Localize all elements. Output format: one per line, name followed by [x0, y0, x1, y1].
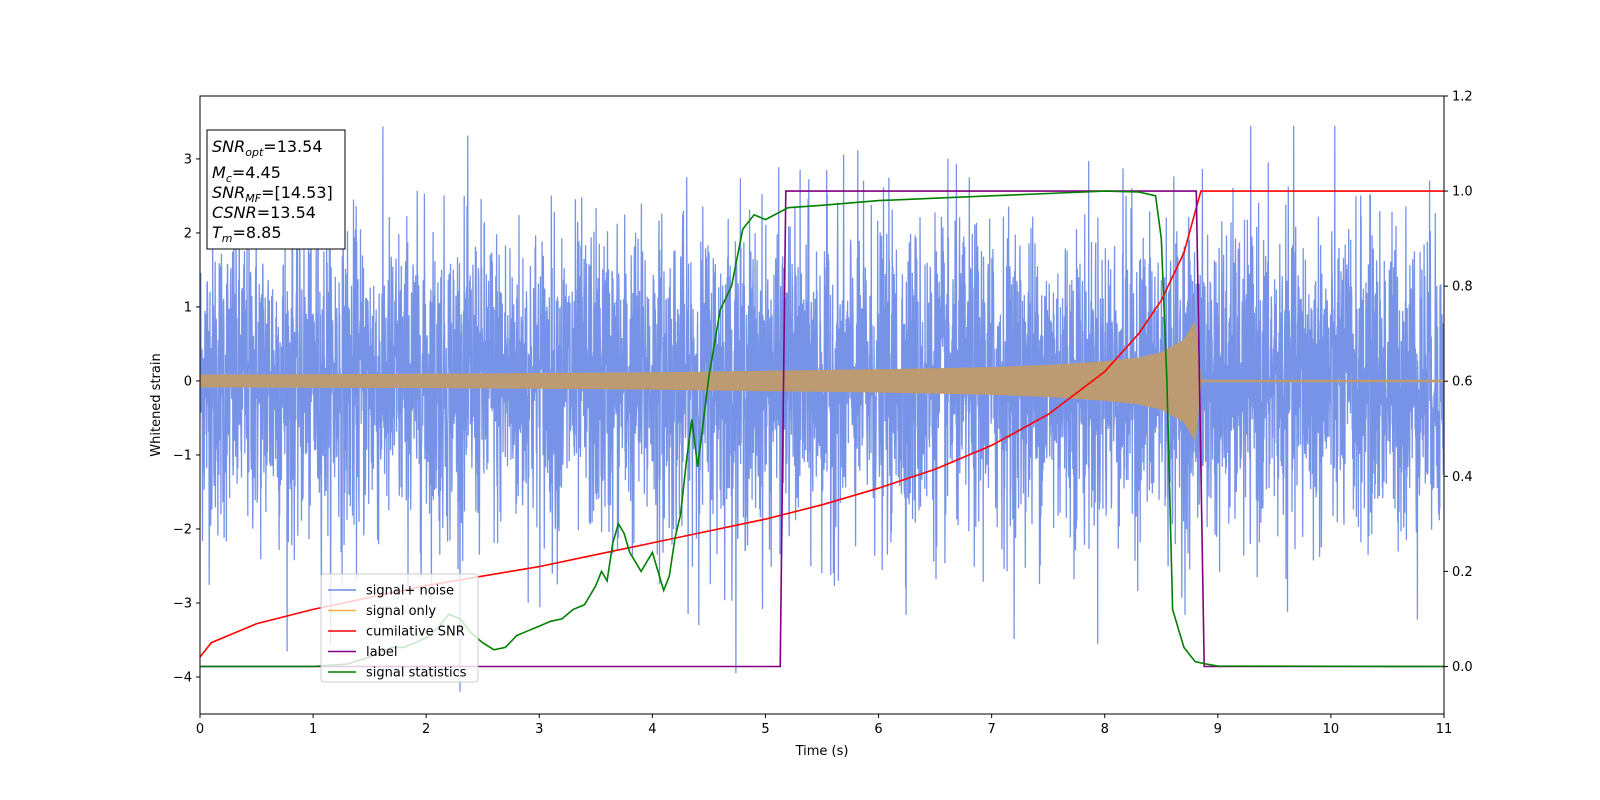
y-right-tick-label: 1.2 — [1452, 90, 1473, 105]
annotation-box: SNRopt=13.54 Mc=4.45 SNRMF=[14.53] CSNR=… — [206, 129, 346, 250]
y-right-tick-label: 0.6 — [1452, 375, 1473, 390]
x-tick-label: 9 — [1214, 722, 1222, 737]
y-right-tick-label: 0.8 — [1452, 280, 1473, 295]
y-left-tick-label: 3 — [184, 152, 192, 167]
y-left-tick-label: −3 — [173, 596, 192, 611]
x-tick-label: 7 — [987, 722, 995, 737]
y-right-tick-label: 0.2 — [1452, 565, 1473, 580]
x-tick-label: 2 — [422, 722, 430, 737]
annotation-snr-mf: SNRMF=[14.53] — [212, 183, 333, 205]
y-left-tick-label: 0 — [184, 374, 192, 389]
x-tick-label: 4 — [648, 722, 656, 737]
y-axis-right: 0.0 0.2 0.4 0.6 0.8 1.0 1.2 — [1444, 90, 1473, 675]
y-left-tick-label: −2 — [173, 522, 192, 537]
y-right-tick-label: 0.4 — [1452, 470, 1473, 485]
annotation-tm: Tm=8.85 — [212, 223, 282, 245]
plot-frame — [199, 95, 1445, 715]
y-right-tick-label: 1.0 — [1452, 185, 1473, 200]
x-tick-label: 11 — [1436, 722, 1453, 737]
x-tick-label: 10 — [1323, 722, 1340, 737]
y-axis-label: Whitened strain — [149, 353, 164, 456]
y-left-tick-label: 2 — [184, 226, 192, 241]
x-tick-label: 1 — [309, 722, 317, 737]
annotation-snr-opt: SNRopt=13.54 — [212, 137, 323, 159]
legend-label: cumilative SNR — [366, 625, 465, 640]
y-axis-left: −4 −3 −2 −1 0 1 2 3 — [173, 152, 200, 685]
y-left-tick-label: 1 — [184, 300, 192, 315]
legend-label: signal+ noise — [366, 584, 454, 599]
x-tick-label: 0 — [196, 722, 204, 737]
y-right-tick-label: 0.0 — [1452, 660, 1473, 675]
x-tick-label: 6 — [874, 722, 882, 737]
series-signal-only — [200, 320, 1444, 442]
legend-label: label — [366, 645, 397, 660]
y-left-tick-label: −4 — [173, 670, 192, 685]
series-area-signal-only — [200, 320, 1444, 442]
legend-label: signal only — [366, 604, 436, 619]
y-left-tick-label: −1 — [173, 448, 192, 463]
x-axis-label: Time (s) — [795, 744, 849, 759]
x-tick-label: 3 — [535, 722, 543, 737]
legend-label: signal statistics — [366, 666, 467, 681]
annotation-mc: Mc=4.45 — [212, 163, 281, 185]
x-tick-label: 8 — [1101, 722, 1109, 737]
x-axis: 0 1 2 3 4 5 6 7 8 9 10 11 — [196, 714, 1452, 737]
legend: signal+ noise signal only cumilative SNR la… — [320, 573, 479, 683]
x-tick-label: 5 — [761, 722, 769, 737]
annotation-csnr: CSNR=13.54 — [212, 203, 316, 222]
